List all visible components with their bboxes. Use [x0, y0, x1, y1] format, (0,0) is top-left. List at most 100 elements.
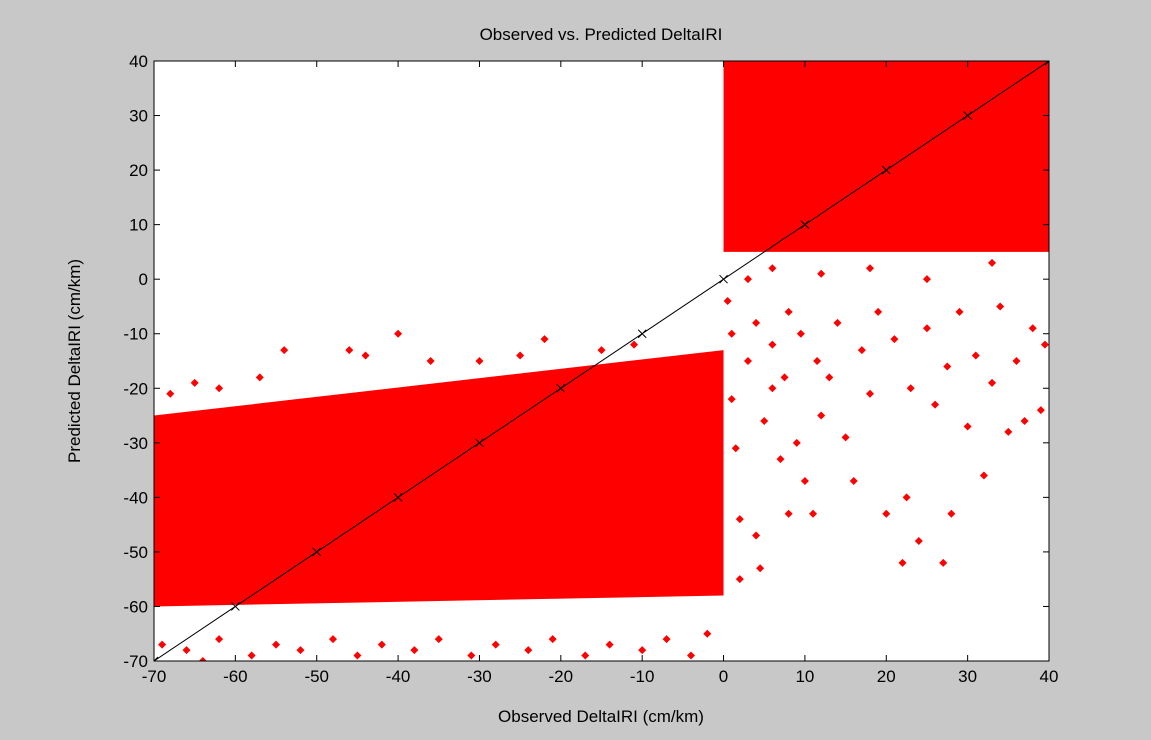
- data-point: [979, 471, 988, 480]
- data-point: [849, 477, 858, 485]
- data-point: [752, 318, 761, 327]
- data-point: [475, 357, 484, 365]
- data-point: [914, 537, 923, 545]
- data-point: [943, 362, 952, 371]
- y-tick-label: -30: [123, 434, 148, 453]
- data-point: [548, 635, 557, 644]
- data-point: [955, 307, 964, 316]
- data-point: [882, 509, 891, 518]
- data-point: [800, 477, 809, 485]
- x-tick-label: -20: [549, 667, 574, 686]
- y-tick-label: -10: [123, 325, 148, 344]
- x-axis-title: Observed DeltaIRI (cm/km): [498, 707, 704, 726]
- data-point: [817, 411, 826, 420]
- data-point: [703, 629, 712, 638]
- reference-line-marker: [393, 493, 403, 502]
- data-point: [182, 646, 191, 655]
- reference-line-marker: [1044, 61, 1049, 66]
- data-point: [796, 329, 805, 338]
- y-axis-title: Predicted DeltaIRI (cm/km): [65, 259, 84, 463]
- data-point: [898, 558, 907, 567]
- x-tick-label: 0: [719, 667, 728, 686]
- data-point: [743, 275, 752, 284]
- data-point: [922, 324, 931, 333]
- data-point: [931, 400, 940, 409]
- chart-title: Observed vs. Predicted DeltaIRI: [480, 25, 723, 44]
- x-tick-label: -10: [630, 667, 655, 686]
- data-point: [735, 515, 744, 524]
- y-tick-label: -60: [123, 597, 148, 616]
- reference-line-marker: [154, 656, 159, 661]
- data-point: [947, 509, 956, 518]
- reference-line-marker: [881, 165, 891, 175]
- data-point: [813, 357, 822, 365]
- data-point: [833, 318, 842, 327]
- data-point: [597, 346, 606, 355]
- data-point: [841, 433, 850, 442]
- x-tick-label: 40: [1040, 667, 1059, 686]
- x-tick-label: 30: [958, 667, 977, 686]
- data-point: [792, 438, 801, 447]
- data-point: [825, 373, 834, 382]
- data-point: [540, 335, 549, 344]
- data-point: [727, 395, 736, 404]
- data-point: [166, 389, 175, 398]
- data-point: [361, 351, 370, 360]
- data-point: [902, 493, 911, 502]
- data-point: [752, 531, 761, 540]
- data-point: [255, 373, 264, 382]
- data-point: [866, 264, 874, 273]
- reference-line-marker: [637, 329, 647, 339]
- y-tick-label: 10: [129, 216, 148, 235]
- y-tick-label: 0: [139, 270, 148, 289]
- data-point: [158, 640, 167, 649]
- y-tick-label: 30: [129, 107, 148, 126]
- data-point: [190, 378, 199, 387]
- data-point: [817, 269, 826, 278]
- data-point: [353, 651, 362, 660]
- data-point: [784, 509, 793, 518]
- x-tick-label: -40: [386, 667, 411, 686]
- data-point: [768, 384, 777, 393]
- data-point: [581, 651, 590, 660]
- data-point: [890, 335, 899, 344]
- data-point: [988, 258, 997, 267]
- data-point: [394, 329, 403, 338]
- data-point: [874, 307, 883, 316]
- data-point: [768, 340, 777, 349]
- y-tick-label: 40: [129, 52, 148, 71]
- data-point: [857, 346, 866, 355]
- x-tick-label: -30: [467, 667, 492, 686]
- data-point: [1028, 324, 1037, 333]
- reference-line-marker: [719, 274, 728, 284]
- reference-line-marker: [800, 220, 810, 229]
- data-point: [768, 264, 777, 273]
- data-point: [247, 651, 256, 660]
- x-tick-label: -70: [142, 667, 167, 686]
- data-point: [760, 417, 769, 425]
- data-point: [280, 346, 289, 355]
- data-point: [638, 646, 647, 655]
- data-point: [272, 640, 281, 649]
- data-point: [329, 635, 337, 644]
- data-point: [780, 373, 789, 382]
- reference-line-marker: [312, 547, 322, 557]
- dense-point-cloud-0: [154, 350, 724, 607]
- reference-line-marker: [963, 111, 972, 120]
- data-point: [731, 444, 740, 453]
- data-point: [377, 640, 386, 649]
- data-point: [922, 275, 931, 284]
- data-point: [1020, 417, 1029, 425]
- data-point: [776, 455, 785, 464]
- axes-frame: [153, 60, 1050, 662]
- y-tick-label: -50: [123, 543, 148, 562]
- y-tick-label: -20: [123, 379, 148, 398]
- data-point: [939, 558, 948, 567]
- data-point: [756, 564, 765, 573]
- reference-line-marker: [475, 438, 484, 448]
- data-point: [1040, 340, 1049, 349]
- data-point: [735, 575, 744, 584]
- data-point: [687, 651, 695, 660]
- data-point: [345, 346, 354, 355]
